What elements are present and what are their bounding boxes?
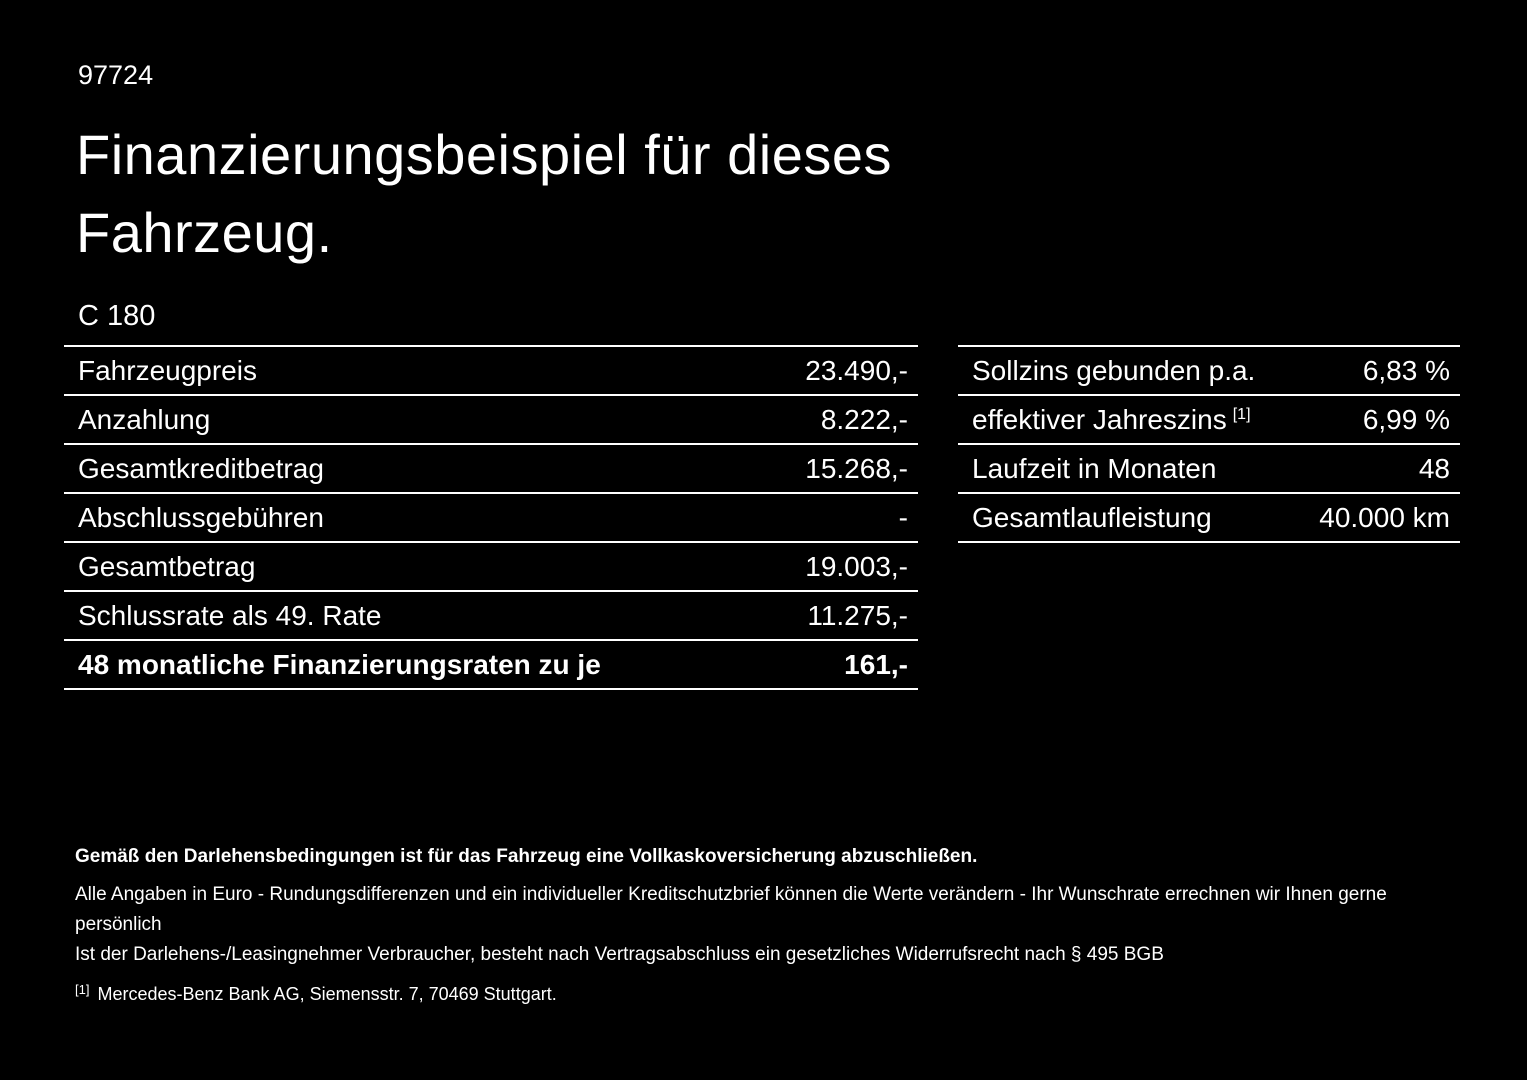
row-value: 161,- <box>844 648 908 680</box>
row-value: 19.003,- <box>805 550 908 582</box>
row-value: 23.490,- <box>805 354 908 386</box>
row-value: 40.000 km <box>1319 501 1450 533</box>
insurance-note: Gemäß den Darlehensbedingungen ist für d… <box>75 846 978 867</box>
row-label: Schlussrate als 49. Rate <box>78 599 382 631</box>
table-row: Schlussrate als 49. Rate 11.275,- <box>64 590 918 639</box>
table-row: effektiver Jahreszins [1] 6,99 % <box>958 394 1460 443</box>
footnote-bank: [1] Mercedes-Benz Bank AG, Siemensstr. 7,… <box>75 982 1457 1005</box>
row-value: 48 <box>1418 452 1450 484</box>
footnote-marker: [1] <box>75 982 90 997</box>
table-row: Sollzins gebunden p.a. 6,83 % <box>958 345 1460 394</box>
row-label: Abschlussgebühren <box>78 501 324 533</box>
note-euro-rounding: Alle Angaben in Euro - Rundungsdifferenz… <box>75 884 1387 935</box>
row-label-text: effektiver Jahreszins <box>972 403 1227 435</box>
footnote-ref: [1] <box>1232 405 1251 423</box>
row-label: 48 monatliche Finanzierungsraten zu je <box>78 648 601 680</box>
page-title: Finanzierungsbeispiel für dieses Fahrzeu… <box>76 116 892 273</box>
row-value: 15.268,- <box>805 452 908 484</box>
page-id: 97724 <box>78 60 154 90</box>
row-label: effektiver Jahreszins [1] <box>972 404 1251 436</box>
table-row: Anzahlung 8.222,- <box>64 394 918 443</box>
finance-table-left: Fahrzeugpreis 23.490,- Anzahlung 8.222,-… <box>64 345 918 690</box>
table-row: Gesamtlaufleistung 40.000 km <box>958 492 1460 541</box>
footer-notes: Gemäß den Darlehensbedingungen ist für d… <box>75 846 1457 1005</box>
row-label: Laufzeit in Monaten <box>972 452 1217 484</box>
row-value: 6,83 % <box>1362 354 1450 386</box>
table-row: Gesamtkreditbetrag 15.268,- <box>64 443 918 492</box>
page-title-line2: Fahrzeug. <box>76 201 333 265</box>
row-label: Fahrzeugpreis <box>78 354 257 386</box>
table-row: Laufzeit in Monaten 48 <box>958 443 1460 492</box>
table-row-monthly-rate: 48 monatliche Finanzierungsraten zu je 1… <box>64 639 918 688</box>
note-widerrufsrecht: Ist der Darlehens-/Leasingnehmer Verbrau… <box>75 944 1164 965</box>
row-label: Gesamtlaufleistung <box>972 501 1212 533</box>
row-label: Sollzins gebunden p.a. <box>972 354 1256 386</box>
row-value: 6,99 % <box>1362 403 1450 435</box>
row-value: 8.222,- <box>820 403 908 435</box>
row-value: - <box>898 501 908 533</box>
row-label: Gesamtbetrag <box>78 550 256 582</box>
table-row: Fahrzeugpreis 23.490,- <box>64 345 918 394</box>
row-value: 11.275,- <box>807 599 908 631</box>
vehicle-model: C 180 <box>78 300 156 332</box>
row-label: Gesamtkreditbetrag <box>78 452 324 484</box>
table-row: Gesamtbetrag 19.003,- <box>64 541 918 590</box>
table-row: Abschlussgebühren - <box>64 492 918 541</box>
footnote-text: Mercedes-Benz Bank AG, Siemensstr. 7, 70… <box>97 984 557 1004</box>
page-title-line1: Finanzierungsbeispiel für dieses <box>76 123 892 186</box>
finance-tables: Fahrzeugpreis 23.490,- Anzahlung 8.222,-… <box>64 345 1460 690</box>
row-label: Anzahlung <box>78 403 211 435</box>
finance-table-right: Sollzins gebunden p.a. 6,83 % effektiver… <box>958 345 1460 543</box>
